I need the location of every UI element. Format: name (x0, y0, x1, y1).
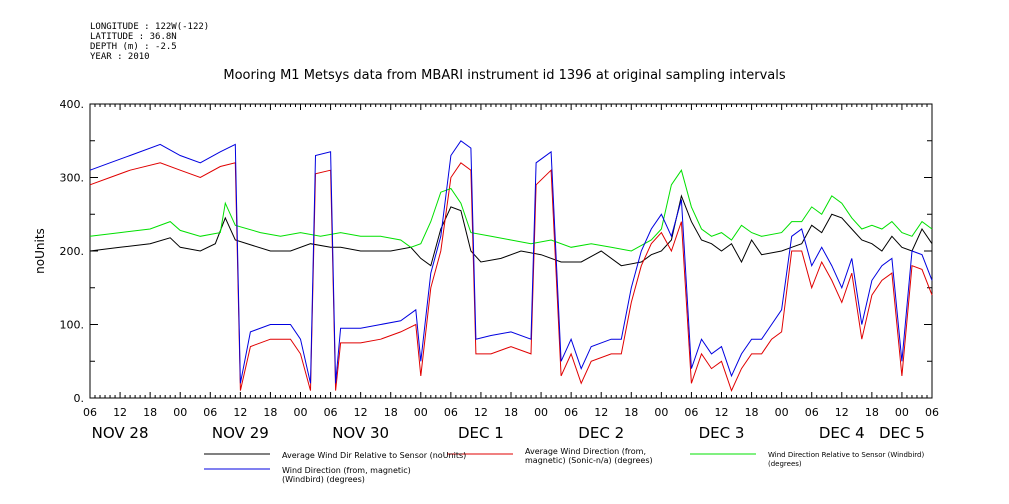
x-tick-label: 12 (594, 406, 608, 419)
x-tick-label: 00 (895, 406, 909, 419)
chart-title: Mooring M1 Metsys data from MBARI instru… (223, 68, 786, 83)
legend-label-0: Average Wind Dir Relative to Sensor (noU… (282, 451, 467, 460)
x-day-label: DEC 3 (699, 424, 745, 442)
x-day-label: DEC 2 (578, 424, 624, 442)
longitude-text: LONGITUDE : 122W(-122) (90, 22, 210, 32)
x-tick-label: 18 (504, 406, 518, 419)
x-tick-label: 06 (925, 406, 939, 419)
legend-label-2: Wind Direction Relative to Sensor (Windb… (768, 451, 925, 468)
legend-label-3: Wind Direction (from, magnetic) (Windbir… (282, 466, 411, 484)
x-tick-label: 00 (775, 406, 789, 419)
x-tick-label: 18 (263, 406, 277, 419)
y-tick-label: 400. (60, 98, 85, 111)
depth-text: DEPTH (m) : -2.5 (90, 42, 177, 52)
y-axis-label: noUnits (33, 228, 47, 274)
x-tick-label: 12 (233, 406, 247, 419)
x-day-label: NOV 29 (212, 424, 269, 442)
x-tick-label: 00 (534, 406, 548, 419)
x-tick-label: 00 (654, 406, 668, 419)
x-tick-label: 06 (444, 406, 458, 419)
year-text: YEAR : 2010 (90, 52, 150, 62)
x-day-label: NOV 28 (92, 424, 149, 442)
x-tick-label: 06 (83, 406, 97, 419)
x-day-label: DEC 4 (819, 424, 865, 442)
series-line-3 (89, 140, 933, 384)
latitude-text: LATITUDE : 36.8N (90, 32, 177, 42)
x-tick-label: 18 (745, 406, 759, 419)
x-tick-label: 18 (384, 406, 398, 419)
y-tick-label: 200. (60, 245, 85, 258)
x-tick-label: 06 (564, 406, 578, 419)
y-tick-label: 300. (60, 172, 85, 185)
x-day-label: DEC 5 (879, 424, 925, 442)
x-tick-label: 12 (354, 406, 368, 419)
x-tick-label: 12 (835, 406, 849, 419)
x-tick-label: 06 (684, 406, 698, 419)
x-tick-label: 06 (324, 406, 338, 419)
y-tick-label: 0. (74, 392, 85, 405)
plot-frame (89, 103, 933, 399)
x-tick-label: 06 (805, 406, 819, 419)
x-tick-label: 18 (865, 406, 879, 419)
metadata-block: LONGITUDE : 122W(-122) LATITUDE : 36.8N … (90, 22, 209, 62)
x-tick-label: 18 (143, 406, 157, 419)
x-tick-label: 00 (294, 406, 308, 419)
series-line-1 (89, 162, 933, 392)
x-tick-label: 00 (414, 406, 428, 419)
y-tick-label: 100. (60, 319, 85, 332)
x-tick-label: 06 (203, 406, 217, 419)
x-tick-label: 12 (715, 406, 729, 419)
x-tick-label: 12 (474, 406, 488, 419)
series-line-0 (89, 194, 933, 267)
series-line-2 (89, 169, 933, 252)
x-tick-label: 18 (624, 406, 638, 419)
x-day-label: NOV 30 (332, 424, 389, 442)
x-tick-label: 00 (173, 406, 187, 419)
legend-label-1: Average Wind Direction (from, magnetic) … (525, 447, 653, 465)
x-tick-label: 12 (113, 406, 127, 419)
x-day-label: DEC 1 (458, 424, 504, 442)
